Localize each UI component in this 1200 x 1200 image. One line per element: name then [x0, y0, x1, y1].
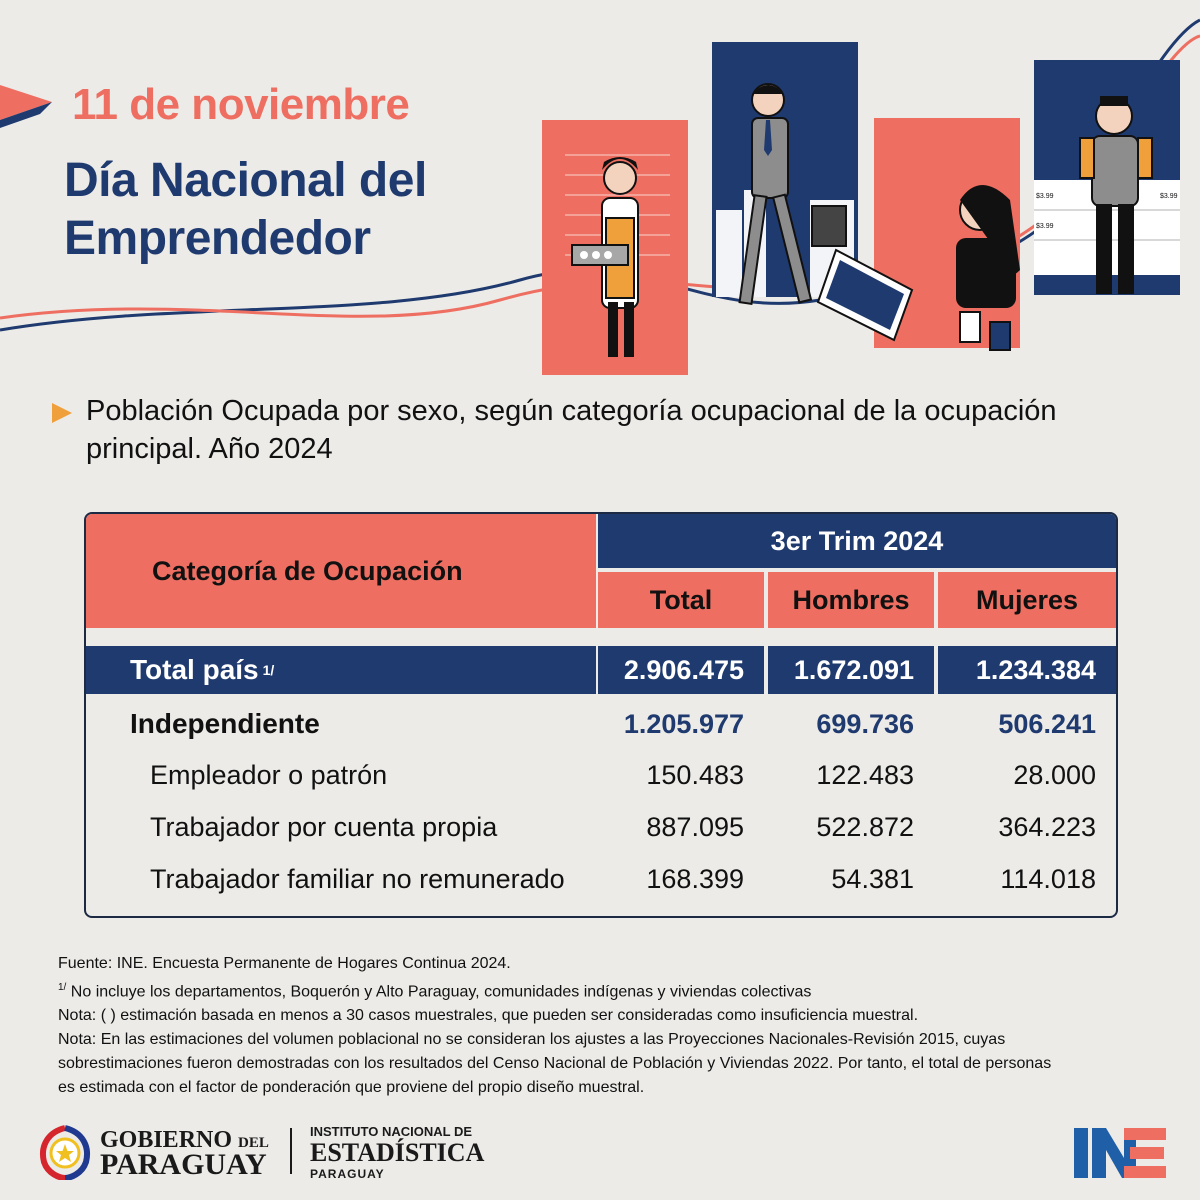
triangle-bullet-icon: [52, 403, 72, 423]
shopkeeper-figure: [1079, 96, 1153, 294]
table-row-1-label: Empleador o patrón: [86, 750, 596, 800]
total-row-footnote: 1/: [262, 662, 275, 678]
group-row-label-text: Independiente: [130, 708, 320, 739]
group-row-total-value: 1.205.977: [623, 708, 744, 739]
group-row-label: Independiente: [86, 700, 596, 748]
table-row-3-label: Trabajador familiar no remunerado: [86, 854, 596, 904]
price-tag-2: $3.99: [1036, 223, 1054, 230]
note-2-line-1: Nota: En las estimaciones del volumen po…: [58, 1031, 1006, 1049]
ine-line-3: PARAGUAY: [310, 1167, 385, 1181]
table-row-2-total-value: 887.095: [646, 811, 744, 842]
ine-line-1: INSTITUTO NACIONAL DE: [310, 1124, 473, 1139]
total-row-mujeres: 1.234.384: [938, 646, 1116, 694]
total-row-label-cell: Total país 1/: [86, 646, 596, 694]
category-header-cell: Categoría de Ocupación: [86, 514, 596, 628]
footnotes: Fuente: INE. Encuesta Permanente de Hoga…: [58, 952, 1158, 1100]
table-caption-text: Población Ocupada por sexo, según catego…: [86, 395, 1057, 465]
group-row-mujeres: 506.241: [938, 700, 1116, 748]
price-tag-1: $3.99: [1036, 193, 1054, 200]
ine-logo-icon: [1074, 1128, 1166, 1178]
table-row-2-label-text: Trabajador por cuenta propia: [150, 811, 498, 842]
total-row-hombres-value: 1.672.091: [793, 654, 914, 685]
data-table: Categoría de Ocupación 3er Trim 2024 Tot…: [84, 512, 1118, 918]
table-row-3-hombres-value: 54.381: [831, 863, 914, 894]
total-row-label: Total país: [130, 654, 259, 685]
table-row-1-mujeres-value: 28.000: [1013, 759, 1096, 790]
note-2-line-3: es estimada con el factor de ponderación…: [58, 1079, 645, 1097]
group-row-hombres-value: 699.736: [816, 708, 914, 739]
table-row-3-label-text: Trabajador familiar no remunerado: [150, 863, 565, 894]
title-line-1: Día Nacional del: [64, 154, 427, 207]
source-note: Fuente: INE. Encuesta Permanente de Hoga…: [58, 955, 511, 972]
header-date: 11 de noviembre: [72, 80, 410, 129]
group-row-hombres: 699.736: [768, 700, 934, 748]
column-header-mujeres: Mujeres: [938, 572, 1116, 628]
group-row-mujeres-value: 506.241: [998, 708, 1096, 739]
table-row-3-total: 168.399: [598, 854, 764, 904]
table-row-1-hombres-value: 122.483: [816, 759, 914, 790]
column-header-hombres: Hombres: [768, 572, 934, 628]
price-tag-3: $3.99: [1160, 193, 1178, 200]
paraguay-seal-icon: [40, 1125, 90, 1180]
table-row-2-hombres: 522.872: [768, 802, 934, 852]
ine-line-2: ESTADÍSTICA: [310, 1138, 485, 1167]
logo-divider: [290, 1128, 292, 1174]
category-header: Categoría de Ocupación: [152, 555, 463, 586]
table-row-3-total-value: 168.399: [646, 863, 744, 894]
footnote-1: 1/ No incluye los departamentos, Boqueró…: [58, 976, 1158, 1004]
table-row-3-hombres: 54.381: [768, 854, 934, 904]
total-row-total: 2.906.475: [598, 646, 764, 694]
illustration: $3.99 $3.99 $3.99: [542, 42, 1180, 375]
table-row-1-mujeres: 28.000: [938, 750, 1116, 800]
table-row-2-hombres-value: 522.872: [816, 811, 914, 842]
footnote-1-mark: 1/: [58, 982, 67, 993]
period-header: 3er Trim 2024: [770, 525, 944, 556]
total-row-mujeres-value: 1.234.384: [975, 654, 1096, 685]
table-row-2-total: 887.095: [598, 802, 764, 852]
table-row-2-mujeres: 364.223: [938, 802, 1116, 852]
laptop-woman-figure: [816, 185, 1020, 351]
page-title: Día Nacional del Emprendedor: [64, 152, 544, 268]
table-row-1-total: 150.483: [598, 750, 764, 800]
title-line-2: Emprendedor: [64, 212, 371, 265]
table-row-1-hombres: 122.483: [768, 750, 934, 800]
table-row-3-mujeres-value: 114.018: [1000, 863, 1096, 894]
table-row-1-label-text: Empleador o patrón: [150, 759, 388, 790]
column-header-total: Total: [598, 572, 764, 628]
column-header-mujeres-label: Mujeres: [975, 584, 1079, 615]
table-row-2-label: Trabajador por cuenta propia: [86, 802, 596, 852]
table-row-1-total-value: 150.483: [646, 759, 744, 790]
column-header-hombres-label: Hombres: [792, 584, 910, 615]
table-row-3-mujeres: 114.018: [938, 854, 1116, 904]
gobierno-line-1: GOBIERNO DEL: [100, 1127, 269, 1154]
gobierno-line-2: PARAGUAY: [100, 1148, 267, 1181]
note-1: Nota: ( ) estimación basada en menos a 3…: [58, 1007, 919, 1025]
baker-figure: [571, 157, 639, 357]
column-header-total-label: Total: [649, 584, 713, 615]
businessman-figure: [738, 83, 847, 305]
gobierno-del: DEL: [238, 1135, 269, 1151]
total-row-hombres: 1.672.091: [768, 646, 934, 694]
period-header-cell: 3er Trim 2024: [598, 514, 1116, 568]
footnote-1-text: No incluye los departamentos, Boquerón y…: [66, 983, 812, 1001]
group-row-total: 1.205.977: [598, 700, 764, 748]
arrow-decoration: [0, 85, 52, 128]
total-row-total-value: 2.906.475: [623, 654, 744, 685]
table-caption: Población Ocupada por sexo, según catego…: [52, 392, 1152, 468]
table-row-2-mujeres-value: 364.223: [998, 811, 1096, 842]
gobierno-word: GOBIERNO: [100, 1127, 233, 1153]
note-2-line-2: sobrestimaciones fueron demostradas con …: [58, 1055, 1052, 1073]
